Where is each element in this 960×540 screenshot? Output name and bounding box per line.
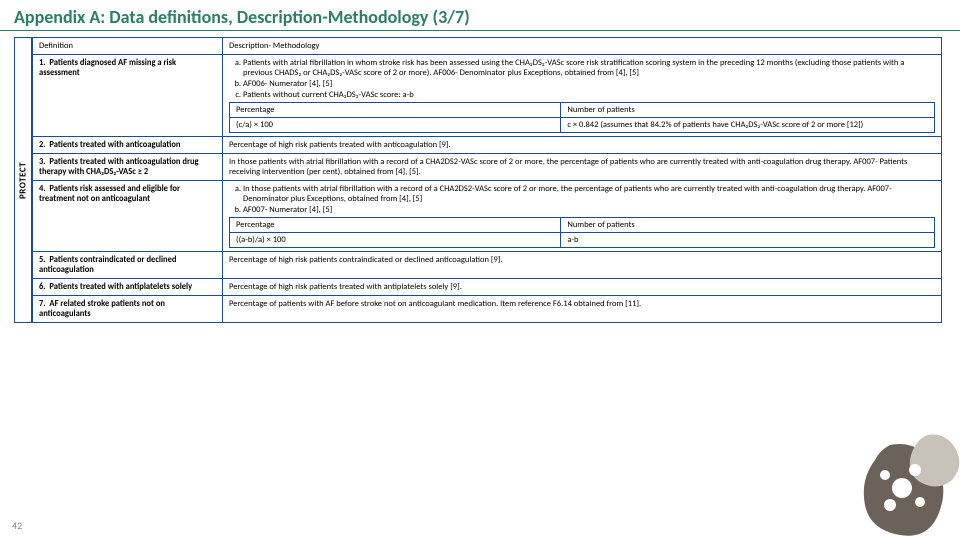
methodology-list: In those patients with atrial fibrillati… [229, 184, 935, 215]
definition-cell: 1. Patients diagnosed AF missing a risk … [33, 55, 223, 137]
table-row: 7. AF related stroke patients not on ant… [33, 296, 942, 323]
sidebar-category-label: PROTECT [14, 37, 32, 323]
list-item: AF006- Numerator [4], [5] [243, 79, 935, 89]
formula-subtable: Percentage Number of patients ((a-b)/a) … [229, 217, 935, 248]
definition-cell: 6. Patients treated with antiplatelets s… [33, 279, 223, 296]
subtable-header: Number of patients [561, 218, 935, 233]
list-item: AF007- Numerator [4], [5] [243, 205, 935, 215]
list-item: Patients without current CHA₂DS₂-VASc sc… [243, 90, 935, 100]
table-row: 5. Patients contraindicated or declined … [33, 252, 942, 279]
subtable-cell: a-b [561, 233, 935, 248]
formula-subtable: Percentage Number of patients (c/a) × 10… [229, 102, 935, 133]
decorative-blob-icon [820, 430, 960, 540]
header-definition: Definition [33, 38, 223, 55]
content-container: PROTECT Definition Description- Methodol… [0, 37, 960, 323]
subtable-header: Number of patients [561, 103, 935, 118]
page-title: Appendix A: Data definitions, Descriptio… [0, 0, 960, 31]
description-cell: In those patients with atrial fibrillati… [223, 181, 942, 252]
description-cell: Percentage of high risk patients treated… [223, 279, 942, 296]
description-cell: In those patients with atrial fibrillati… [223, 154, 942, 181]
subtable-cell: c × 0.842 (assumes that 84.2% of patient… [561, 118, 935, 133]
table-header-row: Definition Description- Methodology [33, 38, 942, 55]
description-cell: Percentage of patients with AF before st… [223, 296, 942, 323]
table-row: 6. Patients treated with antiplatelets s… [33, 279, 942, 296]
subtable-header: Percentage [230, 218, 561, 233]
methodology-list: Patients with atrial fibrillation in who… [229, 58, 935, 100]
subtable-cell: ((a-b)/a) × 100 [230, 233, 561, 248]
definition-cell: 5. Patients contraindicated or declined … [33, 252, 223, 279]
definition-cell: 7. AF related stroke patients not on ant… [33, 296, 223, 323]
subtable-cell: (c/a) × 100 [230, 118, 561, 133]
list-item: In those patients with atrial fibrillati… [243, 184, 935, 204]
definitions-table: Definition Description- Methodology 1. P… [32, 37, 942, 323]
list-item: Patients with atrial fibrillation in who… [243, 58, 935, 78]
description-cell: Percentage of high risk patients contrai… [223, 252, 942, 279]
description-cell: Patients with atrial fibrillation in who… [223, 55, 942, 137]
description-cell: Percentage of high risk patients treated… [223, 137, 942, 154]
table-row: 1. Patients diagnosed AF missing a risk … [33, 55, 942, 137]
table-row: 4. Patients risk assessed and eligible f… [33, 181, 942, 252]
subtable-header: Percentage [230, 103, 561, 118]
definition-cell: 2. Patients treated with anticoagulation [33, 137, 223, 154]
page-number: 42 [12, 519, 22, 532]
table-row: 2. Patients treated with anticoagulation… [33, 137, 942, 154]
table-row: 3. Patients treated with anticoagulation… [33, 154, 942, 181]
definition-cell: 3. Patients treated with anticoagulation… [33, 154, 223, 181]
header-description: Description- Methodology [223, 38, 942, 55]
definition-cell: 4. Patients risk assessed and eligible f… [33, 181, 223, 252]
